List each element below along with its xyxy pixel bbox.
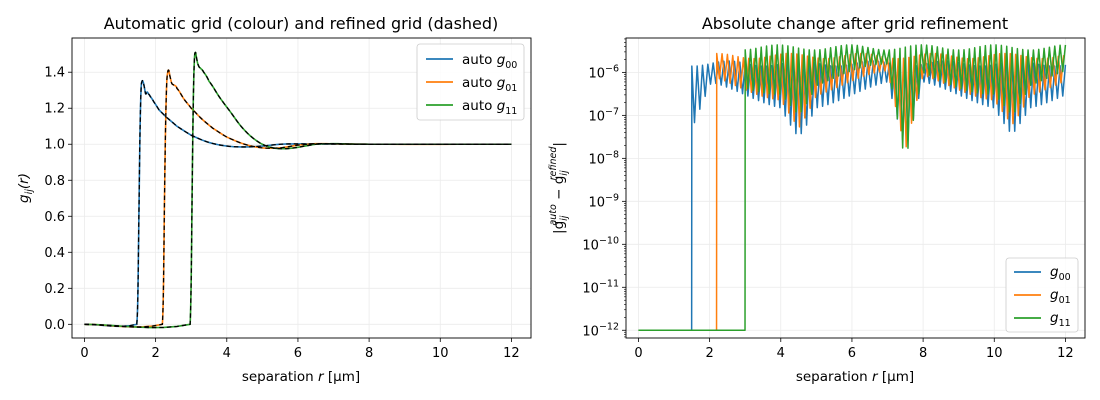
left-legend-label: auto g01 xyxy=(462,75,517,94)
right-chart-title: Absolute change after grid refinement xyxy=(702,14,1008,33)
right-x-tick-label: 10 xyxy=(986,346,1003,361)
right-y-axis-label: |gijauto − gijrefined| xyxy=(548,142,570,234)
right-series-lines xyxy=(638,44,1067,332)
left-x-tick-label: 6 xyxy=(294,346,302,361)
right-y-tick-label: 10−11 xyxy=(582,278,619,296)
right-legend-label: g11 xyxy=(1050,310,1071,329)
right-series-line-11 xyxy=(638,44,1067,332)
right-ticks: 0 2 4 6 8 10 12 10−12 10−11 10−10 10−9 10−8 10−7 10−6 xyxy=(582,38,1074,361)
left-y-tick-label: 1.2 xyxy=(44,102,65,117)
chart-left: Automatic grid (colour) and refined grid… xyxy=(16,14,532,385)
left-legend-box xyxy=(416,43,525,121)
left-x-tick-label: 12 xyxy=(503,346,520,361)
left-y-tick-label: 1.0 xyxy=(44,138,65,153)
right-x-axis-label: separation r [μm] xyxy=(796,369,914,385)
right-legend-label: g01 xyxy=(1050,287,1071,306)
left-x-tick-label: 8 xyxy=(365,346,373,361)
right-legend-label: g00 xyxy=(1050,264,1071,283)
right-x-tick-label: 2 xyxy=(705,346,713,361)
left-y-axis-label: gij(r) xyxy=(16,173,35,203)
right-x-tick-label: 6 xyxy=(848,346,856,361)
left-x-tick-label: 4 xyxy=(223,346,231,361)
left-legend-label: auto g11 xyxy=(462,98,517,117)
left-plot-frame xyxy=(71,37,532,339)
right-x-tick-label: 4 xyxy=(777,346,785,361)
left-x-tick-label: 10 xyxy=(432,346,449,361)
right-y-tick-label: 10−10 xyxy=(582,235,619,253)
left-y-tick-label: 0.2 xyxy=(44,282,65,297)
left-refined-dashed-line-01 xyxy=(84,69,512,328)
left-series-lines xyxy=(84,51,512,329)
right-x-tick-label: 8 xyxy=(919,346,927,361)
left-x-axis-label: separation r [μm] xyxy=(242,369,360,385)
left-x-tick-label: 0 xyxy=(80,346,88,361)
left-y-tick-label: 0.4 xyxy=(44,246,65,261)
left-legend-label: auto g00 xyxy=(462,52,517,71)
right-x-tick-label: 0 xyxy=(634,346,642,361)
left-legend: auto g00 auto g01 auto g11 xyxy=(416,43,525,121)
right-plot-frame xyxy=(625,37,1086,339)
left-refined-dashed-line-00 xyxy=(84,79,512,327)
chart-right: Absolute change after grid refinement 0 2… xyxy=(548,14,1086,385)
right-y-tick-label: 10−7 xyxy=(588,106,619,124)
right-y-tick-label: 10−8 xyxy=(588,149,619,167)
left-y-tick-label: 0.0 xyxy=(44,318,65,333)
right-y-tick-label: 10−6 xyxy=(588,63,619,81)
left-refined-dashed-line-11 xyxy=(84,51,512,329)
right-y-tick-label: 10−9 xyxy=(588,192,619,210)
left-x-tick-label: 2 xyxy=(151,346,159,361)
right-x-tick-label: 12 xyxy=(1057,346,1074,361)
left-y-tick-label: 0.6 xyxy=(44,210,65,225)
right-legend: g00 g01 g11 xyxy=(1005,257,1079,333)
left-y-tick-label: 0.8 xyxy=(44,174,65,189)
left-y-tick-label: 1.4 xyxy=(44,66,65,81)
right-y-tick-label: 10−12 xyxy=(582,321,619,339)
left-ticks: 0 2 4 6 8 10 12 0.0 0.2 0.4 0.6 0.8 1.0 1.2 1.4 xyxy=(44,66,519,361)
right-legend-box xyxy=(1005,257,1079,333)
left-chart-title: Automatic grid (colour) and refined grid… xyxy=(104,14,499,33)
